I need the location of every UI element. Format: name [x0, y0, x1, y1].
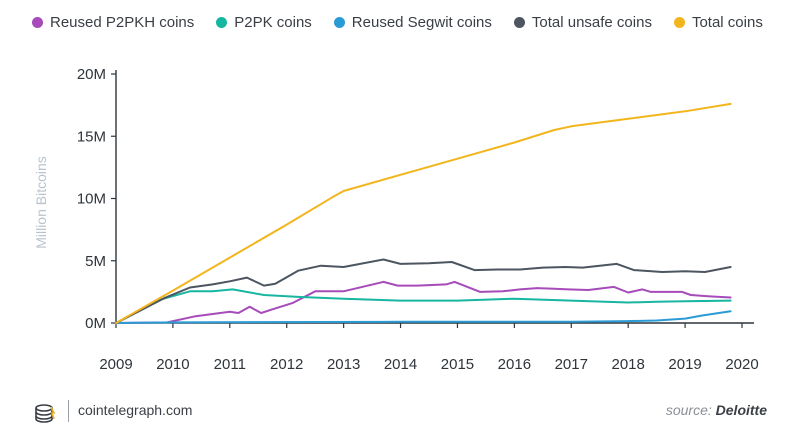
- y-tick-label: 15M: [77, 128, 106, 145]
- x-tick-label: 2020: [725, 356, 758, 373]
- series-line-reused-p2pkh-coins: [115, 280, 732, 324]
- series-line-total-unsafe-coins: [115, 258, 732, 324]
- legend-item-reused-segwit-coins: Reused Segwit coins: [333, 14, 492, 31]
- legend-item-reused-p2pkh-coins: Reused P2PKH coins: [32, 14, 194, 31]
- source-prefix: source:: [665, 402, 712, 418]
- x-tick-label: 2013: [327, 356, 360, 373]
- chart-legend: Reused P2PKH coins P2PK coins Reused Segwi…: [32, 14, 763, 31]
- x-tick-label: 2009: [99, 356, 132, 373]
- legend-swatch: [333, 17, 345, 28]
- legend-item-p2pk-coins: P2PK coins: [216, 14, 312, 31]
- legend-label: Reused Segwit coins: [351, 14, 492, 31]
- legend-swatch: [32, 17, 43, 28]
- legend-label: Total coins: [691, 14, 763, 31]
- series-line-p2pk-coins: [115, 288, 732, 324]
- cointelegraph-logo: [34, 404, 58, 424]
- legend-label: Reused P2PKH coins: [50, 14, 195, 31]
- series-line-total-coins: [115, 102, 732, 324]
- legend-swatch: [513, 17, 525, 28]
- footer-divider: [68, 400, 69, 422]
- site-name: cointelegraph.com: [78, 402, 193, 418]
- legend-item-total-coins: Total coins: [673, 14, 763, 31]
- x-tick-label: 2015: [441, 356, 474, 373]
- x-tick-label: 2019: [668, 356, 701, 373]
- x-tick-label: 2014: [384, 356, 417, 373]
- legend-swatch: [673, 17, 685, 28]
- legend-label: Total unsafe coins: [531, 14, 652, 31]
- source-credit: source: Deloitte: [666, 402, 767, 418]
- x-tick-label: 2018: [611, 356, 644, 373]
- y-tick-label: 10M: [77, 191, 106, 208]
- legend-label: P2PK coins: [234, 14, 312, 31]
- x-tick-label: 2011: [214, 356, 246, 373]
- x-tick-label: 2016: [498, 356, 531, 373]
- x-tick-label: 2017: [555, 356, 588, 373]
- y-tick-label: 5M: [85, 253, 106, 270]
- x-tick-label: 2012: [270, 356, 303, 373]
- y-tick-label: 0M: [85, 315, 106, 332]
- legend-swatch: [216, 17, 228, 28]
- y-tick-label: 20M: [77, 66, 106, 83]
- series-line-reused-segwit-coins: [115, 310, 732, 324]
- legend-item-total-unsafe-coins: Total unsafe coins: [513, 14, 652, 31]
- x-tick-label: 2010: [156, 356, 189, 373]
- coin-stack-icon: [35, 404, 56, 423]
- y-axis-title: Million Bitcoins: [33, 156, 49, 249]
- source-name: Deloitte: [715, 402, 767, 418]
